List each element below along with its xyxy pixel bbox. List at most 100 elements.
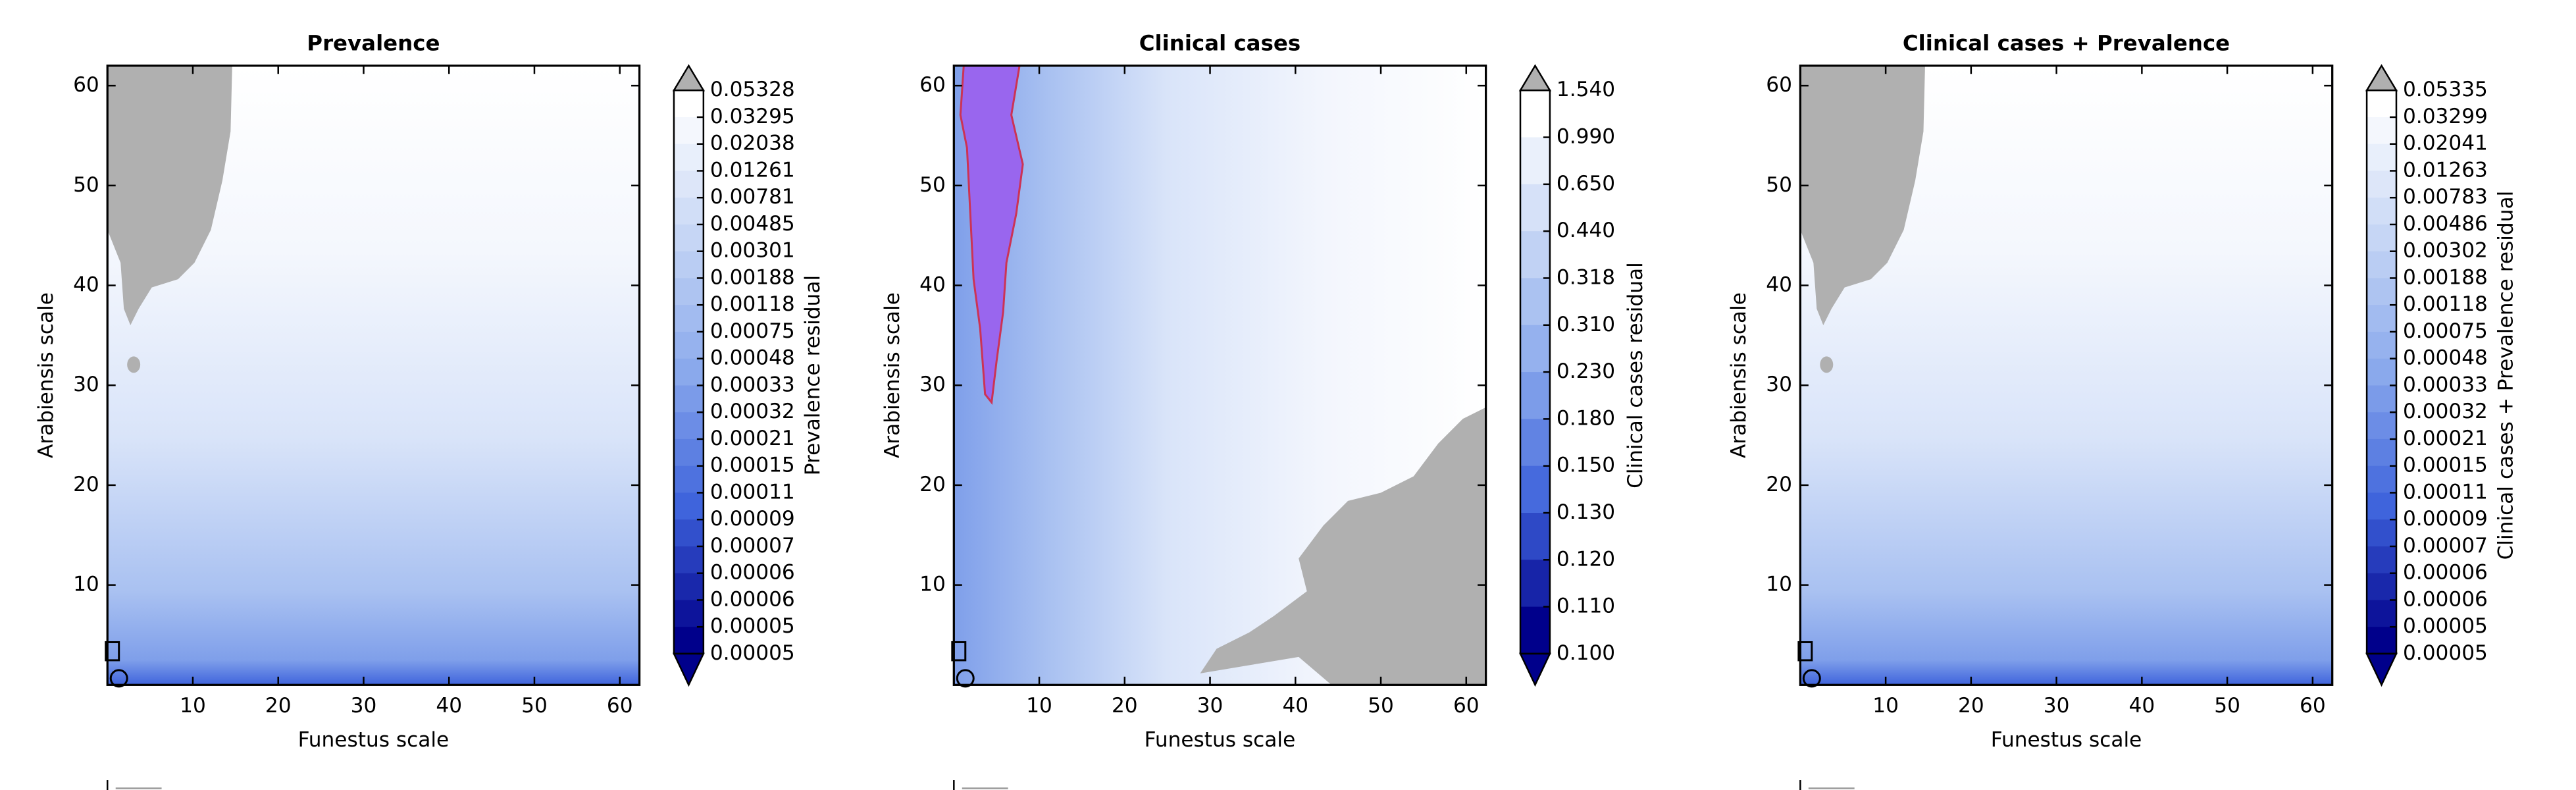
colorbar-segment <box>2367 144 2396 172</box>
colorbar-segment <box>673 305 704 332</box>
chart-title: Clinical cases + Prevalence <box>1903 30 2230 55</box>
colorbar-tick-label: 0.00033 <box>2403 373 2488 396</box>
y-tick-label: 40 <box>919 273 946 297</box>
colorbar-segment <box>2367 573 2396 601</box>
colorbar-tick-label: 0.00021 <box>2403 427 2488 450</box>
x-axis-label: Funestus scale <box>1991 728 2142 752</box>
colorbar-segment <box>673 412 704 440</box>
colorbar-segment <box>673 278 704 306</box>
colorbar-tick-label: 0.310 <box>1557 313 1615 336</box>
colorbar-tick-label: 0.00005 <box>710 614 795 638</box>
panel: 10 20 30 40 50 60 10 20 30 40 50 60 Clinical cases +… <box>1727 30 2517 790</box>
x-tick-label: 50 <box>521 694 548 718</box>
colorbar-segment <box>673 627 704 654</box>
x-tick-label: 10 <box>180 694 206 718</box>
colorbar-segment <box>2367 600 2396 628</box>
y-tick-label: 10 <box>919 573 946 596</box>
colorbar-extend-over <box>1518 64 1552 92</box>
colorbar-tick-label: 0.00005 <box>2403 614 2488 638</box>
colorbar-tick-label: 0.00005 <box>2403 641 2488 665</box>
contour-region <box>1800 65 1925 325</box>
colorbar-extend-over <box>2365 64 2398 92</box>
colorbar-segment <box>2367 412 2396 440</box>
colorbar-segment <box>2367 305 2396 332</box>
colorbar-segment <box>2367 492 2396 521</box>
colorbar-segment <box>1520 419 1550 467</box>
colorbar-tick-label: 0.100 <box>1557 641 1615 665</box>
colorbar-tick-label: 0.00032 <box>710 400 795 423</box>
contour-region <box>107 65 232 325</box>
colorbar-tick-label: 0.00301 <box>710 239 795 263</box>
colorbar-segment <box>673 600 704 628</box>
colorbar-tick-label: 0.00075 <box>2403 319 2488 343</box>
colorbar-tick-label: 0.00118 <box>710 292 795 316</box>
colorbar-tick-label: 0.00781 <box>710 185 795 209</box>
colorbar-frame <box>673 89 705 655</box>
x-axis-label: Funestus scale <box>1145 728 1296 752</box>
colorbar-tick-label: 0.318 <box>1557 265 1615 289</box>
colorbar-segment <box>673 224 704 252</box>
colorbar-segment <box>673 198 704 225</box>
colorbar-tick-label: 0.02038 <box>710 132 795 155</box>
colorbar-segment <box>673 117 704 145</box>
colorbar-tick-label: 0.00006 <box>2403 587 2488 611</box>
colorbar-frame <box>2365 89 2398 655</box>
colorbar-segment <box>2367 331 2396 359</box>
y-tick-label: 10 <box>73 573 99 596</box>
marker <box>105 641 120 662</box>
contour-field <box>954 65 1486 685</box>
colorbar-segment <box>2367 465 2396 494</box>
colorbar-segment <box>2367 358 2396 386</box>
colorbar-extend-over <box>672 64 706 92</box>
colorbar-segment <box>2367 627 2396 654</box>
chart-title: Prevalence <box>307 30 440 55</box>
colorbar-tick-label: 0.130 <box>1557 500 1615 524</box>
colorbar-segment <box>1520 137 1550 185</box>
colorbar-tick-label: 0.00009 <box>2403 507 2488 531</box>
y-axis-label: Arabiensis scale <box>34 292 58 458</box>
x-tick-label: 10 <box>1872 694 1899 718</box>
colorbar-segment <box>1520 184 1550 232</box>
colorbar-segment <box>673 358 704 386</box>
colorbar-segment <box>2367 117 2396 145</box>
colorbar-tick-label: 0.00009 <box>710 507 795 531</box>
colorbar-tick-label: 0.00033 <box>710 373 795 396</box>
colorbar-segment <box>2367 278 2396 306</box>
colorbar-tick-label: 0.00006 <box>710 587 795 611</box>
y-tick-label: 50 <box>73 173 99 197</box>
y-tick-label: 60 <box>73 73 99 97</box>
colorbar-segment <box>1520 372 1550 420</box>
colorbar-segment <box>2367 519 2396 547</box>
plot-frame <box>952 65 1487 686</box>
panel: 10 20 30 40 50 60 10 20 30 40 50 60 Prevalence Funest… <box>34 30 825 790</box>
contour-region <box>959 65 1024 405</box>
colorbar-tick-label: 0.180 <box>1557 406 1615 430</box>
x-tick-label: 20 <box>1112 694 1138 718</box>
colorbar-extend-under <box>672 652 705 687</box>
colorbar-tick-label: 0.00021 <box>710 427 795 450</box>
colorbar-segment <box>1520 90 1550 138</box>
colorbar-tick-label: 0.00032 <box>2403 400 2488 423</box>
colorbar-segment <box>1520 513 1550 561</box>
colorbar-segment <box>1520 325 1550 373</box>
y-tick-label: 60 <box>1766 73 1792 97</box>
colorbar-tick-label: 0.02041 <box>2403 132 2488 155</box>
x-tick-label: 40 <box>1282 694 1308 718</box>
panel: 10 20 30 40 50 60 10 20 30 40 50 60 Clinical cases Fu… <box>881 30 1647 790</box>
x-tick-label: 40 <box>2129 694 2155 718</box>
colorbar-tick-label: 0.00486 <box>2403 212 2488 236</box>
colorbar-tick-label: 0.01261 <box>710 158 795 182</box>
colorbar-segment <box>1520 465 1550 514</box>
colorbar-segment <box>2367 251 2396 279</box>
marker <box>1797 641 1813 662</box>
colorbar-tick-label: 0.00485 <box>710 212 795 236</box>
colorbar-segment <box>673 492 704 521</box>
colorbar-segment <box>1520 606 1550 654</box>
marker <box>956 669 975 688</box>
y-tick-label: 30 <box>1766 373 1792 396</box>
x-tick-label: 60 <box>2300 694 2326 718</box>
contour-region <box>1200 407 1486 685</box>
colorbar-label: Clinical cases residual <box>1624 262 1647 488</box>
